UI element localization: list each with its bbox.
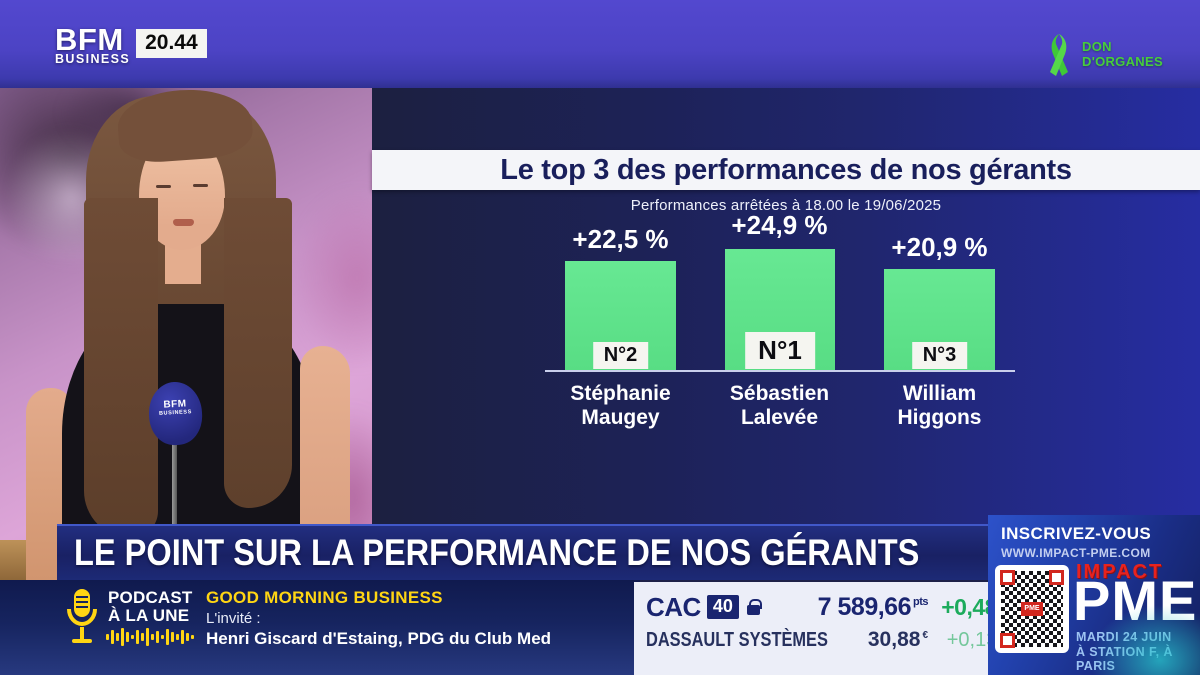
show-title: GOOD MORNING BUSINESS (206, 588, 443, 607)
podcast-strip: PODCAST À LA UNE GOOD MORNING BUSINESS L… (0, 580, 640, 675)
qr-center-logo: PME (1021, 602, 1043, 616)
bar-category-label: Stéphanie Maugey (535, 382, 706, 431)
microphone-icon (67, 589, 97, 643)
lock-icon (746, 599, 762, 615)
chart-title-band: Le top 3 des performances de nos gérants (372, 150, 1200, 190)
guest-name: Henri Giscard d'Estaing, PDG du Club Med (206, 629, 552, 648)
presenter-hair-strand (84, 198, 158, 538)
stock-value: 30,88 € (868, 628, 928, 652)
bar-sebastien-lalevee: N°1 (725, 249, 835, 371)
microphone: BFM BUSINESS (147, 380, 204, 447)
studio-scene: BFM BUSINESS (0, 88, 372, 580)
channel-logo: BFM BUSINESS 20.44 (55, 22, 207, 66)
headline-banner: LE POINT SUR LA PERFORMANCE DE NOS GÉRAN… (57, 524, 988, 580)
presenter-eye (156, 185, 171, 188)
last-name: Lalevée (740, 406, 819, 430)
stock-value-number: 30,88 (867, 628, 921, 651)
microphone-stand (172, 443, 177, 580)
qr-eye (1049, 570, 1064, 585)
bar-value-label: +22,5 % (572, 224, 669, 254)
qr-eye (1000, 570, 1015, 585)
last-name: Higgons (897, 406, 982, 430)
bar-william-higgons: N°3 (884, 269, 995, 371)
event-url: WWW.IMPACT-PME.COM (1001, 546, 1151, 560)
guest-intro: L'invité : (206, 610, 261, 627)
last-name: Maugey (581, 406, 660, 430)
channel-wordmark: BFM BUSINESS (55, 22, 131, 66)
chart-subtitle: Performances arrêtées à 18.00 le 19/06/2… (630, 197, 942, 214)
qr-code: PME (995, 565, 1069, 653)
podcast-kicker-line2: À LA UNE (108, 605, 190, 625)
performance-chart-panel: Le top 3 des performances de nos gérants… (372, 88, 1200, 524)
first-name: William (902, 382, 977, 405)
index-value-number: 7 589,66 (817, 592, 912, 621)
channel-name: BFM (55, 22, 124, 57)
rank-badge: N°1 (745, 332, 815, 369)
index-badge: 40 (706, 595, 739, 619)
index-name: CAC (646, 591, 701, 622)
qr-pattern: PME (1000, 570, 1064, 648)
rank-badge: N°2 (592, 342, 649, 369)
first-name: Stéphanie (570, 382, 671, 405)
campaign-bug: DON D'ORGANES (1042, 32, 1163, 82)
stock-change-number: +0,13 (946, 628, 998, 651)
headline-text: LE POINT SUR LA PERFORMANCE DE NOS GÉRAN… (74, 532, 920, 573)
rank-badge: N°3 (911, 342, 968, 369)
clock: 20.44 (136, 29, 207, 58)
waveform-icon (106, 628, 194, 646)
chart-baseline (545, 370, 1015, 372)
presenter-lips (173, 219, 194, 226)
event-cta: INSCRIVEZ-VOUS (1001, 524, 1152, 543)
presenter-eye (193, 184, 208, 187)
event-date: MARDI 24 JUIN (1076, 630, 1172, 644)
bar-category-label: William Higgons (854, 382, 1025, 431)
first-name: Sébastien (729, 382, 830, 405)
index-unit: pts (913, 595, 929, 608)
channel-subname: BUSINESS (55, 51, 131, 66)
presenter-hair-strand (224, 198, 292, 508)
event-venue: À STATION F, À PARIS (1076, 645, 1173, 673)
podcast-kicker: PODCAST À LA UNE (108, 589, 193, 625)
stock-name: DASSAULT SYSTÈMES (646, 628, 828, 651)
bar-value-label: +20,9 % (891, 232, 988, 262)
event-brand-pme: PME (1073, 569, 1198, 632)
campaign-line1: DON (1082, 39, 1112, 54)
podcast-kicker-line1: PODCAST (108, 588, 193, 607)
campaign-line2: D'ORGANES (1082, 53, 1163, 69)
event-brand-impact: IMPACT (1076, 561, 1164, 583)
index-value: 7 589,66 pts (817, 592, 929, 622)
chart-title: Le top 3 des performances de nos gérants (500, 153, 1072, 186)
stock-unit: € (922, 630, 928, 641)
bar-stephanie-maugey: N°2 (565, 261, 676, 371)
green-ribbon-icon (1050, 34, 1068, 76)
bar-value-label: +24,9 % (731, 210, 828, 240)
mic-flag-label: BUSINESS (158, 409, 193, 417)
studio-backdrop-shape (292, 188, 372, 368)
event-promo-panel: INSCRIVEZ-VOUS WWW.IMPACT-PME.COM PME IM… (988, 515, 1200, 675)
mic-flag-label: BFM (163, 398, 187, 411)
qr-eye (1000, 633, 1015, 648)
campaign-label: DON D'ORGANES (1082, 39, 1163, 70)
bar-category-label: Sébastien Lalevée (694, 382, 865, 431)
ticker-row-dassault: DASSAULT SYSTÈMES 30,88€ +0,13% (646, 624, 1008, 656)
